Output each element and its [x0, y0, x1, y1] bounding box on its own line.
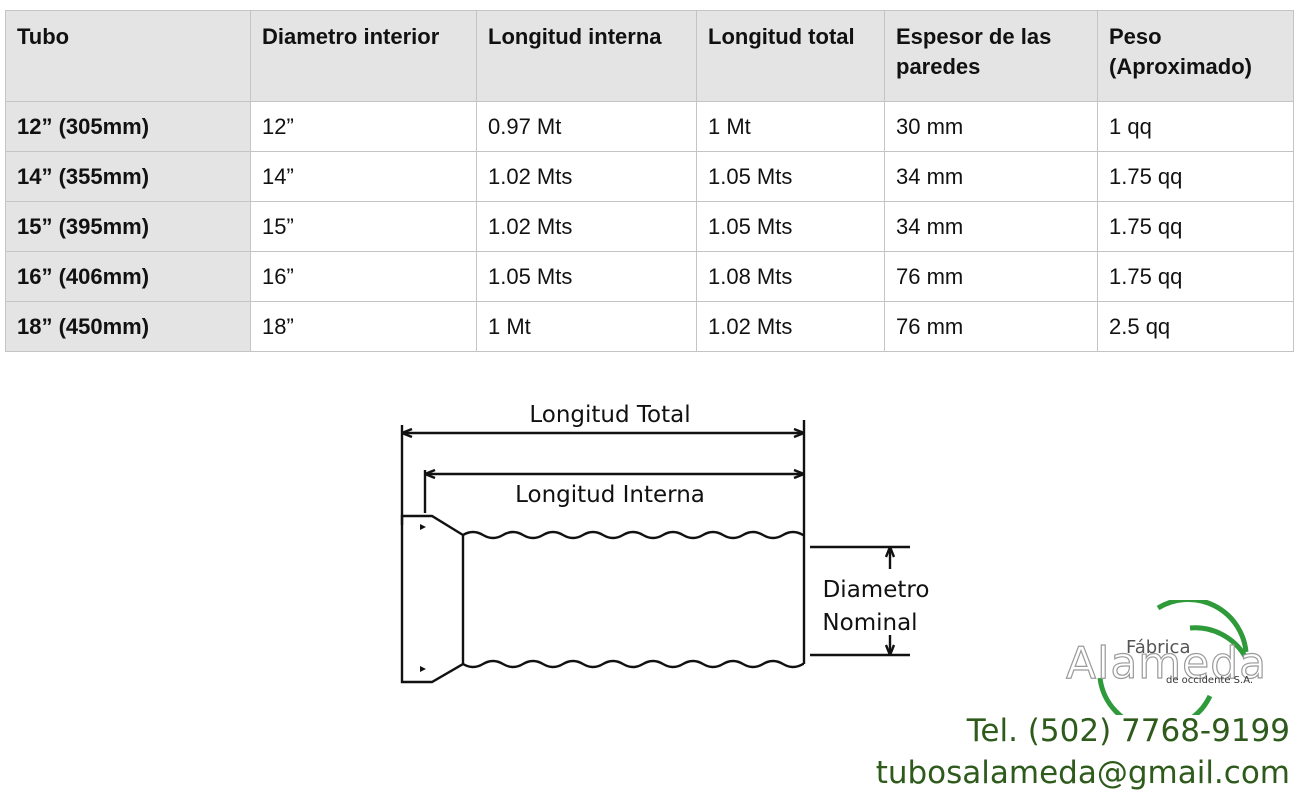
table-row: 16” (406mm) 16” 1.05 Mts 1.08 Mts 76 mm …: [5, 251, 1294, 302]
cell-longitud-total: 1 Mt: [696, 101, 885, 152]
header-longitud-interna: Longitud interna: [476, 10, 697, 102]
spec-table: Tubo Diametro interior Longitud interna …: [5, 10, 1294, 352]
table-row: 18” (450mm) 18” 1 Mt 1.02 Mts 76 mm 2.5 …: [5, 301, 1294, 352]
cell-longitud-interna: 1.02 Mts: [476, 151, 697, 202]
cell-longitud-interna: 0.97 Mt: [476, 101, 697, 152]
pipe-top-edge: [462, 530, 804, 540]
cell-tubo: 16” (406mm): [5, 251, 251, 302]
cell-peso: 1.75 qq: [1097, 151, 1294, 202]
label-diametro: Diametro: [823, 577, 930, 603]
logo-text-occidente: de occidente S.A.: [1166, 675, 1254, 686]
pipe-bell: [400, 514, 465, 684]
label-longitud-interna: Longitud Interna: [515, 482, 705, 508]
header-tubo: Tubo: [5, 10, 251, 102]
cell-tubo: 15” (395mm): [5, 201, 251, 252]
cell-longitud-interna: 1 Mt: [476, 301, 697, 352]
cell-longitud-interna: 1.02 Mts: [476, 201, 697, 252]
header-peso: Peso (Aproximado): [1097, 10, 1294, 102]
company-logo: Fábrica Alameda de occidente S.A.: [1060, 600, 1267, 715]
cell-peso: 1.75 qq: [1097, 251, 1294, 302]
cell-peso: 1 qq: [1097, 101, 1294, 152]
table-header-row: Tubo Diametro interior Longitud interna …: [5, 10, 1294, 102]
label-longitud-total: Longitud Total: [529, 402, 690, 428]
cell-longitud-total: 1.05 Mts: [696, 151, 885, 202]
diameter-arrowheads: [884, 546, 896, 656]
cell-diametro: 15”: [250, 201, 477, 252]
cell-peso: 1.75 qq: [1097, 201, 1294, 252]
cell-diametro: 16”: [250, 251, 477, 302]
table-row: 12” (305mm) 12” 0.97 Mt 1 Mt 30 mm 1 qq: [5, 101, 1294, 152]
cell-tubo: 18” (450mm): [5, 301, 251, 352]
cell-diametro: 12”: [250, 101, 477, 152]
header-espesor: Espesor de las paredes: [884, 10, 1098, 102]
cell-diametro: 14”: [250, 151, 477, 202]
logo-ring: [1097, 600, 1249, 715]
pipe-diagram: Longitud Total Longitud Interna Diametro…: [400, 402, 930, 684]
logo-text-fabrica: Fábrica: [1126, 637, 1191, 658]
cell-longitud-total: 1.02 Mts: [696, 301, 885, 352]
cell-tubo: 12” (305mm): [5, 101, 251, 152]
cell-longitud-total: 1.08 Mts: [696, 251, 885, 302]
contact-email: tubosalameda@gmail.com: [875, 755, 1290, 791]
pipe-bottom-edge: [462, 659, 804, 669]
internal-length-arrowheads: [424, 468, 805, 480]
cell-longitud-total: 1.05 Mts: [696, 201, 885, 252]
cell-peso: 2.5 qq: [1097, 301, 1294, 352]
label-nominal: Nominal: [822, 610, 917, 636]
cell-longitud-interna: 1.05 Mts: [476, 251, 697, 302]
logo-text-alameda: Alameda: [1065, 637, 1268, 689]
header-diametro-interior: Diametro interior: [250, 10, 477, 102]
cell-tubo: 14” (355mm): [5, 151, 251, 202]
cell-espesor: 34 mm: [884, 151, 1098, 202]
bell-marks: [420, 524, 426, 672]
table-row: 15” (395mm) 15” 1.02 Mts 1.05 Mts 34 mm …: [5, 201, 1294, 252]
cell-espesor: 34 mm: [884, 201, 1098, 252]
contact-phone: Tel. (502) 7768-9199: [966, 713, 1290, 749]
table-row: 14” (355mm) 14” 1.02 Mts 1.05 Mts 34 mm …: [5, 151, 1294, 202]
header-longitud-total: Longitud total: [696, 10, 885, 102]
total-length-arrowheads: [401, 427, 805, 439]
cell-espesor: 30 mm: [884, 101, 1098, 152]
cell-diametro: 18”: [250, 301, 477, 352]
cell-espesor: 76 mm: [884, 251, 1098, 302]
cell-espesor: 76 mm: [884, 301, 1098, 352]
